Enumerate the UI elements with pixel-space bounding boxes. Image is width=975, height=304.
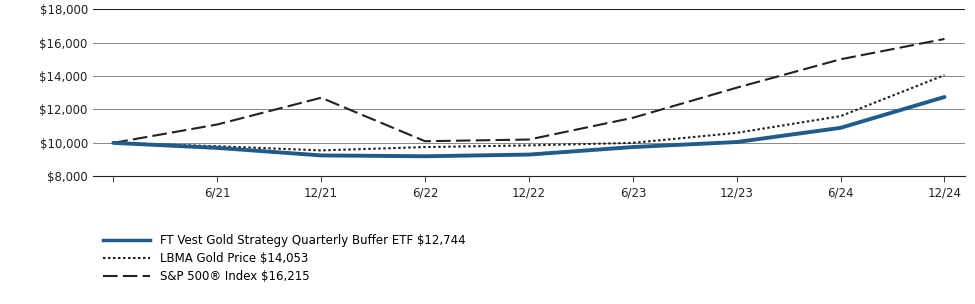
Legend: FT Vest Gold Strategy Quarterly Buffer ETF $12,744, LBMA Gold Price $14,053, S&P: FT Vest Gold Strategy Quarterly Buffer E… [98,229,470,288]
